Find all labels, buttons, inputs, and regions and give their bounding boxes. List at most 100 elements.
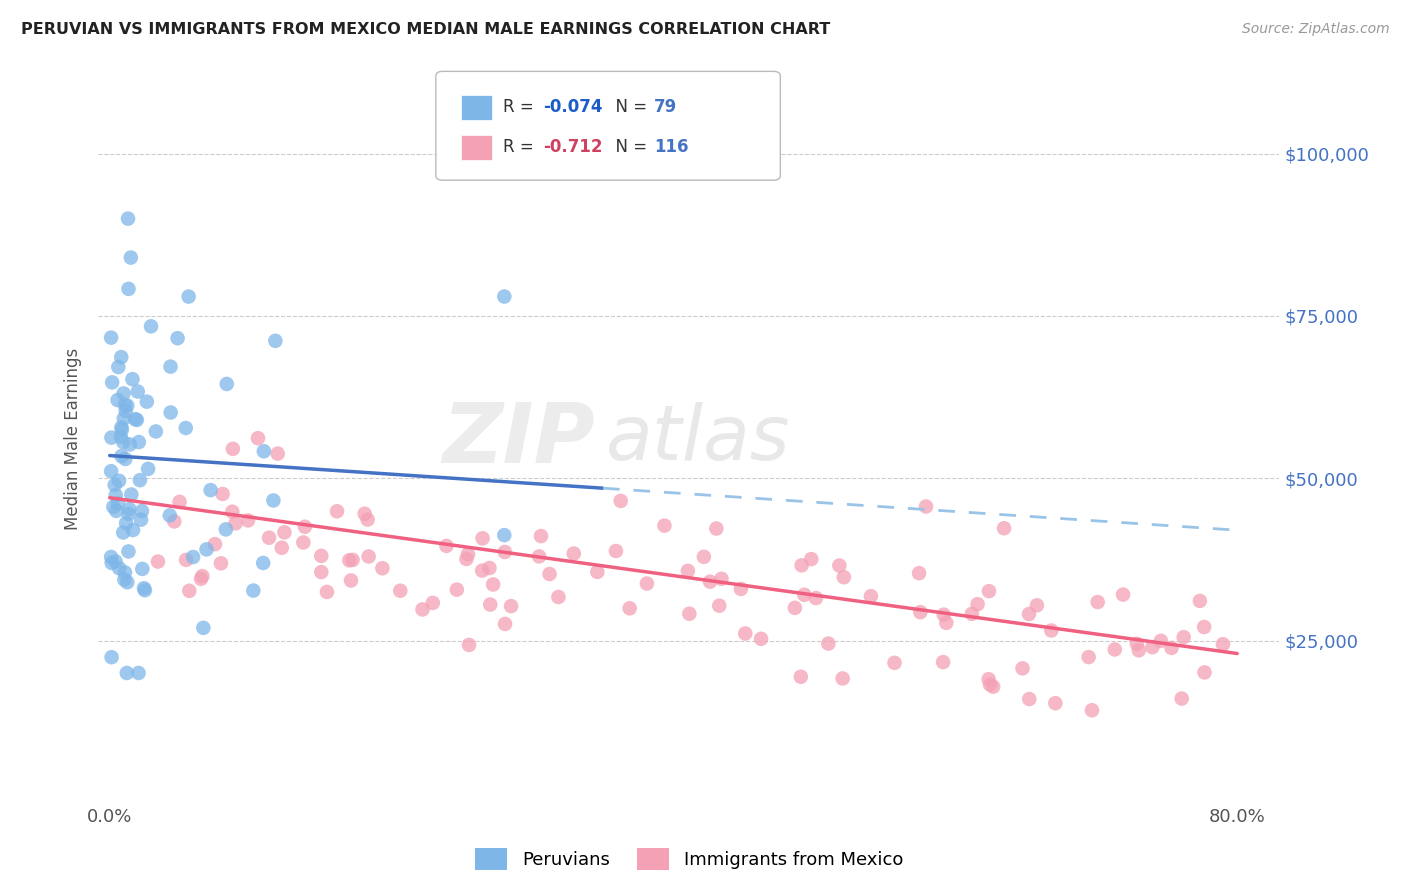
Text: -0.074: -0.074 [543,98,602,116]
Point [270,541,292,555]
Point [1192,620,1215,634]
Point [932,655,955,669]
Point [817,636,839,650]
Point [127,384,149,399]
Y-axis label: Median Male Earnings: Median Male Earnings [65,348,83,531]
Text: 79: 79 [654,98,678,116]
Text: R =: R = [503,98,540,116]
Point [1045,696,1067,710]
Point [110,350,132,364]
Point [107,359,129,374]
Point [783,600,806,615]
Point [129,473,152,487]
Point [1188,594,1211,608]
Point [117,507,139,521]
Point [200,483,222,497]
Point [730,582,752,596]
Point [120,251,142,265]
Point [225,516,247,531]
Point [128,435,150,450]
Point [100,549,122,564]
Point [494,616,516,631]
Point [181,549,204,564]
Point [654,518,676,533]
Point [977,584,1000,599]
Point [112,525,135,540]
Point [1150,633,1173,648]
Point [294,520,316,534]
Point [636,576,658,591]
Point [107,393,129,408]
Point [100,431,122,445]
Point [436,539,458,553]
Point [915,500,938,514]
Point [195,542,218,557]
Text: R =: R = [503,138,540,156]
Text: -0.712: -0.712 [543,138,602,156]
Point [1077,650,1099,665]
Point [114,566,136,580]
Point [292,535,315,549]
Point [135,394,157,409]
Point [134,583,156,598]
Point [115,665,138,680]
Point [326,504,349,518]
Point [191,569,214,583]
Point [145,425,167,439]
Point [112,435,135,450]
Point [749,632,772,646]
Point [166,331,188,345]
Point [163,515,186,529]
Point [215,522,238,536]
Point [179,583,201,598]
Point [117,211,139,226]
Point [101,376,124,390]
Point [494,289,516,303]
Point [704,522,727,536]
Point [960,607,983,621]
Point [131,504,153,518]
Point [118,437,141,451]
Point [412,602,434,616]
Point [131,562,153,576]
Point [114,452,136,467]
Point [222,442,245,456]
Point [169,495,191,509]
Point [1112,588,1135,602]
Point [353,507,375,521]
Point [1170,691,1192,706]
Point [136,462,159,476]
Point [710,572,733,586]
Point [340,574,363,588]
Point [110,420,132,434]
Point [471,531,494,545]
Point [790,558,813,573]
Point [112,573,135,587]
Point [479,598,502,612]
Point [389,583,412,598]
Point [159,508,181,523]
Point [129,513,152,527]
Point [108,474,131,488]
Point [118,502,141,516]
Point [124,412,146,426]
Point [104,554,127,568]
Point [471,564,494,578]
Point [357,549,380,564]
Point [100,556,122,570]
Point [800,552,823,566]
Point [112,411,135,425]
Point [121,372,143,386]
Point [262,493,284,508]
Point [1128,643,1150,657]
Point [993,521,1015,535]
Point [104,488,127,502]
Point [979,677,1001,691]
Point [309,549,332,563]
Point [457,547,479,561]
Point [128,665,150,680]
Point [478,561,501,575]
Point [709,599,731,613]
Point [117,282,139,296]
Point [105,504,128,518]
